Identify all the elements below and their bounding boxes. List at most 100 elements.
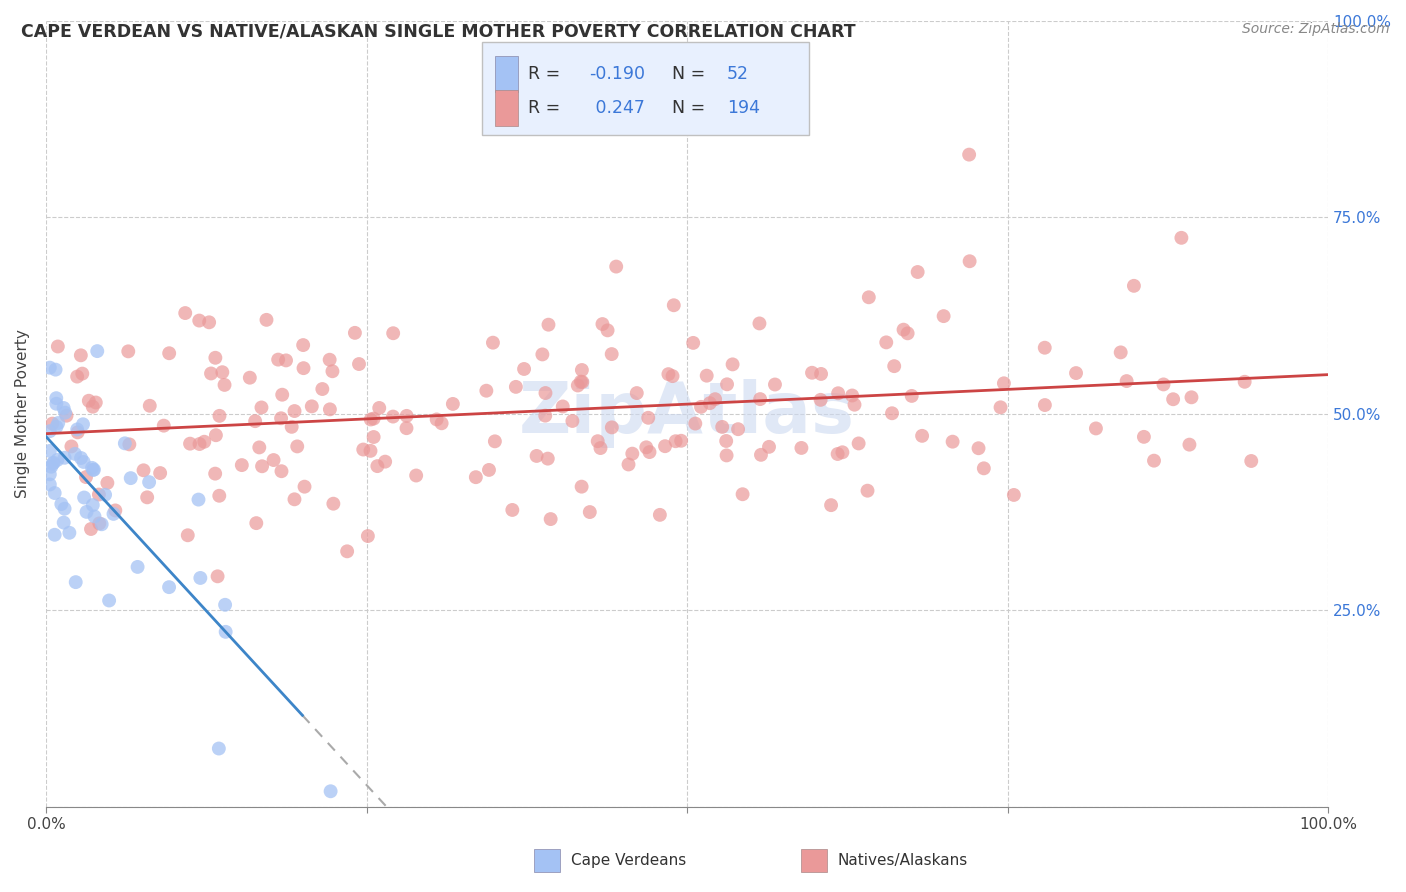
Point (893, 323, 915, 337)
Point (311, 382, 333, 396)
Point (1033, 341, 1056, 355)
Point (382, 326, 405, 341)
Point (395, 421, 418, 435)
Point (551, 400, 574, 414)
Point (685, 417, 707, 431)
Point (932, 309, 955, 323)
Point (63, 447, 86, 461)
Point (46, 339, 69, 353)
Point (46, 416, 69, 430)
Point (482, 335, 505, 350)
Point (636, 440, 658, 454)
Point (44, 528, 66, 542)
Point (245, 516, 267, 530)
Point (60, 439, 83, 453)
Point (682, 335, 704, 350)
Point (45, 391, 67, 405)
Text: Natives/Alaskans: Natives/Alaskans (838, 854, 969, 868)
Point (600, 347, 623, 361)
Text: R =: R = (529, 65, 565, 83)
Point (90, 517, 112, 532)
Point (82, 400, 104, 414)
Point (103, 507, 125, 521)
Point (208, 741, 231, 756)
Point (368, 401, 391, 415)
Point (957, 147, 980, 161)
Point (426, 412, 449, 426)
Point (547, 85, 569, 99)
Point (657, 367, 679, 381)
Point (152, 418, 174, 433)
Point (856, 483, 879, 498)
Point (711, 420, 734, 434)
Point (475, 384, 498, 398)
Point (285, 439, 308, 453)
Point (211, 365, 233, 379)
Point (80, 522, 103, 536)
Point (200, 367, 222, 381)
Point (441, 397, 464, 411)
Point (540, 512, 562, 526)
Point (790, 441, 813, 455)
Point (513, 362, 536, 376)
Point (177, 528, 200, 542)
Point (321, 364, 343, 378)
Point (382, 409, 405, 424)
Point (45, 397, 67, 411)
Point (430, 417, 453, 431)
Point (758, 440, 780, 454)
Point (363, 430, 385, 444)
Point (214, 598, 236, 612)
Point (132, 463, 155, 477)
Point (1033, 398, 1056, 412)
Point (53, 406, 76, 420)
Point (46, 453, 69, 467)
Point (827, 447, 849, 461)
Point (94, 488, 117, 502)
Point (174, 306, 197, 320)
Point (352, 442, 374, 457)
Point (136, 491, 159, 505)
Point (959, 254, 981, 268)
Text: ZipAtlas: ZipAtlas (519, 379, 855, 449)
Point (319, 784, 342, 798)
Point (45, 420, 67, 434)
Point (77, 393, 100, 408)
Point (841, 388, 863, 402)
Point (38, 444, 60, 458)
Text: N =: N = (672, 65, 710, 83)
Point (51, 497, 73, 511)
Point (571, 375, 593, 389)
Point (875, 335, 897, 350)
Point (53, 501, 76, 516)
Point (357, 529, 380, 543)
Point (318, 352, 340, 367)
Point (336, 544, 359, 558)
Text: Source: ZipAtlas.com: Source: ZipAtlas.com (1241, 22, 1389, 37)
Point (247, 441, 270, 455)
Point (41, 417, 63, 431)
Point (38, 424, 60, 438)
Point (114, 436, 136, 450)
Point (66, 425, 89, 440)
Point (638, 445, 661, 459)
Point (801, 366, 824, 380)
Point (82, 463, 104, 477)
Point (478, 463, 501, 477)
Point (621, 447, 644, 461)
Point (561, 414, 583, 428)
Point (600, 420, 623, 434)
Point (360, 412, 382, 426)
Point (716, 377, 738, 392)
Point (810, 392, 832, 407)
Point (283, 492, 305, 507)
Point (727, 422, 749, 436)
Point (704, 392, 727, 407)
Point (104, 503, 127, 517)
Point (322, 497, 344, 511)
Point (117, 344, 139, 359)
Text: CAPE VERDEAN VS NATIVE/ALASKAN SINGLE MOTHER POVERTY CORRELATION CHART: CAPE VERDEAN VS NATIVE/ALASKAN SINGLE MO… (21, 22, 856, 40)
Point (72, 417, 94, 432)
Point (721, 357, 744, 371)
Point (52, 516, 75, 530)
